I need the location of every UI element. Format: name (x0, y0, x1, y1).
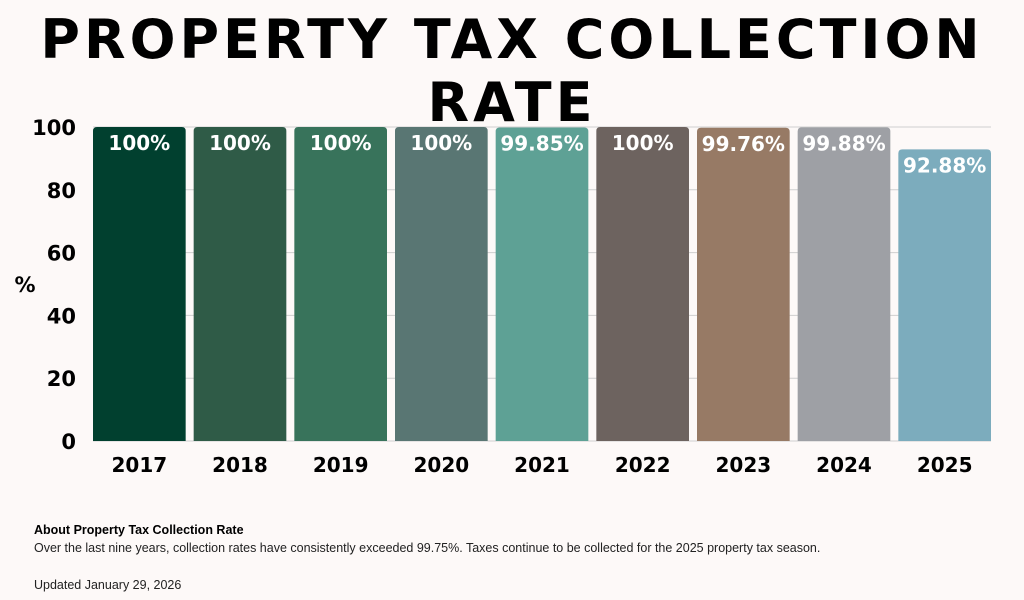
y-tick-label: 100 (32, 116, 76, 140)
bar-2020 (395, 127, 488, 441)
x-tick-label: 2017 (111, 453, 167, 477)
bar-2017 (93, 127, 186, 441)
data-label: 99.85% (500, 131, 583, 155)
y-axis-label: % (14, 273, 35, 297)
x-tick-label: 2023 (715, 453, 771, 477)
bar-2022 (596, 127, 689, 441)
x-tick-label: 2024 (816, 453, 872, 477)
y-tick-label: 40 (47, 304, 76, 328)
data-label: 100% (108, 131, 170, 155)
bar-2025 (898, 149, 991, 441)
data-label: 99.88% (802, 131, 885, 155)
chart-title: PROPERTY TAX COLLECTION RATE (40, 8, 984, 134)
x-tick-label: 2019 (313, 453, 369, 477)
x-tick-label: 2020 (413, 453, 469, 477)
y-tick-label: 20 (47, 367, 76, 391)
data-label: 99.76% (702, 132, 785, 156)
x-tick-label: 2025 (917, 453, 973, 477)
bar-2024 (797, 127, 891, 441)
bar-chart: 0 20 40 60 80 100% 100% 2017 100% 2018 100% 2019 100… (14, 116, 991, 477)
bar-2018 (193, 127, 287, 441)
x-tick-label: 2021 (514, 453, 570, 477)
x-tick-label: 2022 (615, 453, 671, 477)
x-tick-label: 2018 (212, 453, 268, 477)
about-text: Over the last nine years, collection rat… (34, 541, 821, 555)
updated-date: Updated January 29, 2026 (34, 578, 182, 592)
data-label: 100% (209, 131, 271, 155)
bar-2019 (294, 127, 387, 441)
data-label: 92.88% (903, 153, 986, 177)
data-label: 100% (612, 131, 674, 155)
y-tick-label: 0 (61, 430, 76, 454)
y-tick-label: 80 (47, 179, 76, 203)
data-label: 100% (310, 131, 372, 155)
about-heading: About Property Tax Collection Rate (34, 523, 244, 537)
bar-2021 (495, 127, 589, 441)
bar-2023 (697, 127, 790, 441)
data-label: 100% (410, 131, 472, 155)
y-tick-label: 60 (47, 242, 76, 266)
